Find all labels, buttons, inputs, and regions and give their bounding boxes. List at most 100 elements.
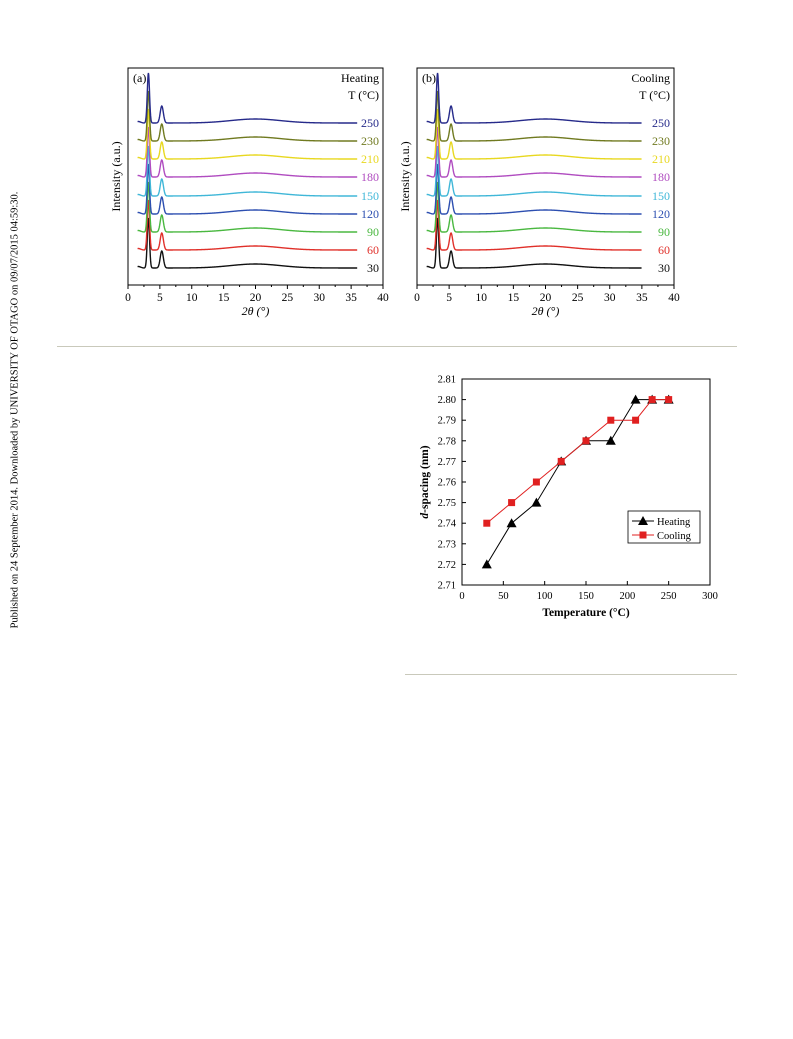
x-tick-label: 0 [414, 292, 420, 304]
x-tick-label: 15 [218, 292, 230, 304]
x-tick-label: 300 [702, 591, 718, 602]
x-tick-label: 25 [572, 292, 584, 304]
y-tick-label: 2.75 [438, 498, 456, 509]
y-tick-label: 2.73 [438, 539, 456, 550]
legend-marker-heating [638, 516, 648, 525]
x-axis-title: 2θ (°) [532, 304, 560, 318]
series-label-150: 150 [361, 189, 379, 203]
panel-label: (b) [422, 71, 436, 85]
x-tick-label: 150 [578, 591, 594, 602]
y-tick-label: 2.71 [438, 581, 456, 592]
data-point [508, 499, 516, 507]
series-label-120: 120 [652, 207, 670, 221]
series-label-230: 230 [652, 134, 670, 148]
data-point [557, 457, 565, 465]
legend-label-cooling: Cooling [657, 531, 692, 542]
x-tick-label: 10 [186, 292, 198, 304]
xrd-curve-180 [137, 126, 358, 178]
series-label-180: 180 [652, 170, 670, 184]
series-label-250: 250 [652, 116, 670, 130]
series-label-210: 210 [361, 152, 379, 166]
xrd-curve-90 [426, 181, 642, 233]
section-divider-bottom [405, 674, 737, 675]
xrd-curve-30 [137, 217, 358, 269]
panel-title: Heating [341, 71, 379, 85]
y-tick-label: 2.76 [438, 478, 456, 489]
xrd-panel-cooling: 0 5 10 15 20 25 30 35 40 2θ (°) Intensity (a.u.) (b… [398, 67, 680, 318]
section-divider-top [57, 346, 737, 347]
data-point [665, 396, 673, 404]
xrd-curve-150 [426, 145, 642, 197]
xrd-curve-120 [426, 163, 642, 215]
y-axis-title-rest: -spacing (nm) [419, 445, 431, 513]
series-label-150: 150 [652, 189, 670, 203]
x-tick-label: 40 [668, 292, 680, 304]
legend-title: T (°C) [639, 88, 670, 102]
data-point [630, 394, 641, 404]
y-axis-title: Intensity (a.u.) [109, 141, 123, 211]
y-tick-label: 2.78 [438, 436, 456, 447]
y-tick-label: 2.80 [438, 395, 456, 406]
series-label-90: 90 [367, 225, 379, 239]
d-spacing-chart: 0 50 100 150 200 250 300 2.71 2.72 2.73 2.74 2.75 2.… [419, 375, 718, 620]
xrd-curve-90 [137, 181, 358, 233]
x-tick-label: 30 [314, 292, 326, 304]
xrd-curve-60 [137, 199, 358, 251]
x-tick-label: 250 [661, 591, 677, 602]
data-point [648, 396, 656, 404]
x-axis-title: 2θ (°) [242, 304, 270, 318]
y-tick-label: 2.79 [438, 416, 456, 427]
x-tick-label: 100 [537, 591, 553, 602]
legend-marker-cooling [639, 531, 647, 539]
xrd-curve-150 [137, 145, 358, 197]
xrd-curve-250 [137, 72, 358, 124]
y-tick-label: 2.81 [438, 375, 456, 386]
data-point [582, 437, 590, 445]
x-tick-label: 20 [250, 292, 262, 304]
data-point [531, 497, 542, 507]
x-tick-label: 20 [540, 292, 552, 304]
data-point [632, 416, 640, 424]
data-point [607, 416, 615, 424]
xrd-curve-250 [426, 72, 642, 124]
x-tick-label: 35 [636, 292, 648, 304]
x-tick-label: 35 [345, 292, 357, 304]
xrd-curve-120 [137, 163, 358, 215]
xrd-curve-230 [426, 90, 642, 142]
legend-title: T (°C) [348, 88, 379, 102]
xrd-curve-60 [426, 199, 642, 251]
y-tick-label: 2.74 [438, 519, 457, 530]
data-point [483, 519, 491, 527]
xrd-curve-210 [426, 108, 642, 160]
y-axis-title: d-spacing (nm) [419, 445, 431, 518]
x-tick-label: 50 [498, 591, 509, 602]
x-tick-label: 40 [377, 292, 389, 304]
x-tick-label: 0 [125, 292, 131, 304]
y-tick-label: 2.77 [438, 457, 456, 468]
x-tick-label: 25 [282, 292, 294, 304]
legend-label-heating: Heating [657, 517, 691, 528]
y-tick-label: 2.72 [438, 560, 456, 571]
series-label-210: 210 [652, 152, 670, 166]
x-tick-label: 15 [508, 292, 520, 304]
series-label-60: 60 [367, 243, 379, 257]
y-axis-title-italic: d [419, 513, 431, 519]
series-label-30: 30 [367, 261, 379, 275]
series-label-180: 180 [361, 170, 379, 184]
series-label-250: 250 [361, 116, 379, 130]
xrd-curve-180 [426, 126, 642, 178]
data-point [532, 478, 540, 486]
series-label-60: 60 [658, 243, 670, 257]
x-tick-label: 10 [476, 292, 488, 304]
data-point [605, 435, 616, 445]
plot-frame [461, 378, 711, 586]
y-axis-title: Intensity (a.u.) [398, 141, 412, 211]
xrd-curve-210 [137, 108, 358, 160]
series-label-120: 120 [361, 207, 379, 221]
x-tick-label: 5 [446, 292, 452, 304]
series-label-90: 90 [658, 225, 670, 239]
legend: Heating Cooling [627, 510, 701, 544]
data-point [506, 518, 517, 528]
series-label-30: 30 [658, 261, 670, 275]
